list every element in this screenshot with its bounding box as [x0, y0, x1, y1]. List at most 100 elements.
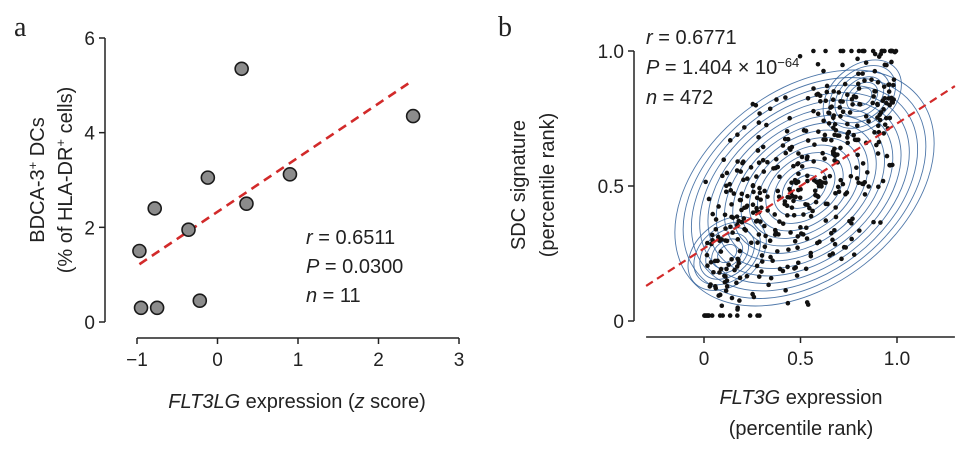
panel-a-stat-p: P = 0.0300 [306, 256, 403, 278]
panel-b-point [716, 293, 721, 298]
panel-b-point [728, 188, 734, 193]
panel-b-point [768, 275, 774, 281]
panel-b-point [766, 282, 771, 288]
panel-b-point [823, 180, 828, 186]
panel-b-point [727, 138, 733, 143]
panel-b-point [764, 122, 769, 128]
panel-b-point [803, 266, 809, 272]
panel-b-contour [690, 84, 919, 292]
panel-b-point [837, 105, 843, 110]
panel-b-point [851, 252, 857, 257]
panel-b-point [705, 313, 711, 318]
panel-b-point [773, 156, 779, 162]
panel-b-point [832, 241, 838, 247]
panel-b-point [767, 106, 773, 112]
panel-b-point [785, 264, 790, 270]
panel-b-point [814, 240, 820, 246]
panel-b-contour [748, 137, 861, 239]
panel-b-point [754, 174, 759, 179]
panel-b-point [863, 114, 869, 119]
panel-b-point [870, 48, 876, 54]
panel-b-point [821, 118, 826, 124]
panel-b-point [719, 303, 725, 309]
panel-b-point [791, 198, 796, 204]
panel-b-point [742, 205, 747, 211]
panel-b-point [705, 240, 710, 246]
panel-b-point [765, 208, 771, 213]
panel-b-point [782, 136, 788, 142]
panel-b-point [828, 230, 834, 236]
panel-b-point [811, 159, 816, 164]
panel-a-point [192, 293, 208, 309]
panel-a-point [200, 170, 216, 185]
panel-b-point [734, 214, 740, 219]
panel-b-point [840, 62, 845, 68]
panel-b-point [753, 102, 759, 108]
panel-b-point [860, 161, 866, 166]
panel-b-point [713, 285, 719, 291]
panel-b-point [727, 181, 733, 187]
panel-b-point [862, 192, 868, 197]
panel-b-point [723, 274, 728, 279]
panel-b-fit-line [645, 85, 956, 287]
panel-b-point [717, 313, 723, 318]
panel-b-point [794, 273, 800, 278]
panel-a-letter: a [14, 12, 27, 43]
panel-b-point [775, 188, 781, 194]
panel-b-point [827, 173, 833, 179]
panel-b-point [753, 219, 759, 224]
panel-b-point [822, 175, 828, 181]
panel-b-point [816, 129, 821, 134]
panel-b-point [826, 110, 831, 116]
panel-b-point [805, 202, 810, 208]
panel-a-point [282, 167, 298, 182]
panel-b-point [706, 196, 712, 202]
panel-b-point [845, 121, 850, 127]
panel-b-xtick-label: 1.0 [884, 349, 910, 370]
panel-b-point [824, 83, 830, 89]
panel-b-point [832, 146, 837, 152]
panel-a-point [181, 222, 196, 237]
panel-b-point [795, 234, 801, 239]
panel-b-point [889, 95, 894, 101]
panel-a-stat-r: r = 0.6511 [306, 227, 395, 249]
panel-b-point [713, 227, 719, 232]
panel-b-point [884, 62, 889, 68]
panel-b-point [812, 142, 817, 147]
panel-b-point [830, 97, 836, 102]
panel-b-point [845, 92, 850, 98]
panel-b-point [748, 165, 754, 170]
panel-b-point [759, 205, 764, 211]
panel-b-point [876, 54, 882, 59]
panel-b-point [762, 188, 767, 194]
panel-b-point [723, 189, 729, 195]
panel-b-contour [674, 69, 935, 307]
panel-b-point [872, 130, 877, 135]
panel-b-point [750, 210, 756, 215]
panel-b-point [878, 220, 883, 225]
panel-b-point [787, 186, 792, 192]
panel-a-point [405, 108, 421, 124]
panel-b-point [737, 248, 743, 254]
panel-b-point [795, 260, 801, 266]
panel-b-point [791, 163, 796, 169]
panel-b-point [748, 240, 754, 246]
panel-b-contour [846, 81, 879, 112]
panel-b-point [792, 266, 797, 271]
panel-b-point [772, 212, 778, 217]
panel-a-ytick-label: 0 [84, 313, 95, 334]
panel-b-point [817, 93, 823, 99]
panel-b-point [793, 194, 798, 200]
panel-a-xtick-label: 3 [454, 350, 465, 371]
panel-b-point [854, 176, 860, 181]
panel-b-axes [628, 50, 955, 343]
panel-b-point [756, 120, 762, 125]
panel-b-point [728, 224, 733, 230]
panel-b-point [849, 236, 854, 242]
panel-a-stat-n: n = 11 [306, 285, 361, 307]
panel-b-point [836, 133, 842, 138]
panel-b-point [709, 313, 715, 318]
panel-b-point [871, 94, 876, 99]
panel-b-point [803, 225, 809, 231]
panel-b-point [759, 259, 765, 264]
